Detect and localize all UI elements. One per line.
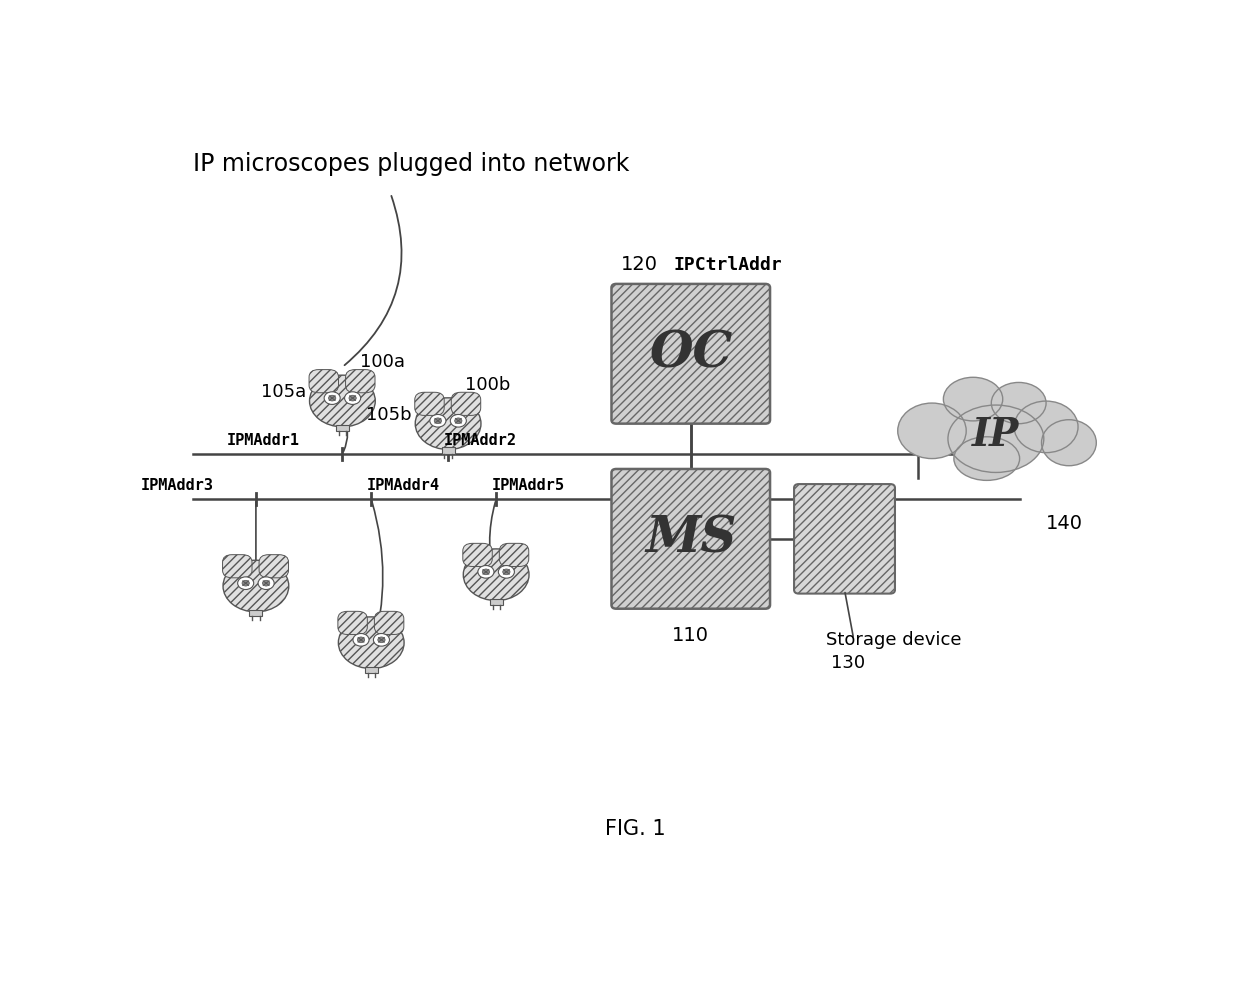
FancyBboxPatch shape (451, 392, 481, 415)
FancyBboxPatch shape (365, 666, 378, 673)
Text: IPMAddr5: IPMAddr5 (491, 478, 564, 493)
FancyBboxPatch shape (611, 284, 770, 424)
Text: IP: IP (972, 416, 1019, 454)
Text: MS: MS (645, 514, 737, 563)
Ellipse shape (991, 383, 1047, 424)
Circle shape (238, 577, 254, 590)
Text: IPCtrlAddr: IPCtrlAddr (675, 256, 782, 274)
Circle shape (353, 634, 370, 646)
Ellipse shape (947, 405, 1044, 473)
Text: IPMAddr1: IPMAddr1 (227, 433, 300, 447)
Circle shape (324, 391, 340, 404)
Circle shape (339, 617, 404, 668)
Text: 105b: 105b (367, 406, 412, 424)
Circle shape (357, 637, 365, 643)
FancyBboxPatch shape (463, 543, 492, 566)
FancyBboxPatch shape (500, 543, 528, 566)
Circle shape (482, 569, 490, 575)
Text: 100b: 100b (465, 376, 511, 393)
FancyBboxPatch shape (374, 611, 404, 635)
Circle shape (455, 418, 463, 424)
Text: 130: 130 (831, 654, 866, 672)
Ellipse shape (898, 403, 966, 458)
Circle shape (263, 581, 270, 586)
Text: IPMAddr3: IPMAddr3 (140, 478, 213, 493)
FancyBboxPatch shape (346, 370, 374, 392)
FancyBboxPatch shape (794, 484, 895, 594)
Text: IP microscopes plugged into network: IP microscopes plugged into network (193, 152, 630, 176)
Circle shape (464, 549, 529, 600)
Text: OC: OC (649, 330, 733, 379)
Text: IPMAddr4: IPMAddr4 (367, 478, 439, 493)
Circle shape (329, 395, 336, 401)
Circle shape (434, 418, 441, 424)
Text: FIG. 1: FIG. 1 (605, 819, 666, 839)
Circle shape (498, 565, 515, 578)
Circle shape (378, 637, 386, 643)
Ellipse shape (1014, 401, 1078, 452)
Text: 105a: 105a (260, 384, 306, 401)
Text: 120: 120 (621, 255, 658, 274)
Circle shape (477, 565, 494, 578)
Ellipse shape (954, 437, 1019, 481)
Ellipse shape (944, 378, 1003, 421)
Circle shape (242, 581, 249, 586)
Circle shape (310, 375, 376, 427)
Circle shape (258, 577, 274, 590)
Text: Storage device: Storage device (826, 632, 962, 649)
FancyBboxPatch shape (259, 554, 289, 578)
FancyBboxPatch shape (222, 554, 252, 578)
FancyBboxPatch shape (309, 370, 339, 392)
Circle shape (345, 391, 361, 404)
Text: 110: 110 (672, 626, 709, 645)
Ellipse shape (1042, 420, 1096, 466)
FancyBboxPatch shape (441, 447, 455, 454)
Text: 100a: 100a (360, 353, 404, 371)
FancyBboxPatch shape (337, 611, 367, 635)
Circle shape (415, 398, 481, 449)
FancyBboxPatch shape (414, 392, 444, 415)
Circle shape (430, 414, 446, 427)
FancyBboxPatch shape (249, 610, 263, 616)
Text: IPMAddr2: IPMAddr2 (444, 433, 516, 447)
Text: 140: 140 (1047, 514, 1083, 533)
Circle shape (223, 560, 289, 612)
Circle shape (348, 395, 356, 401)
Circle shape (373, 634, 389, 646)
FancyBboxPatch shape (490, 598, 502, 605)
Circle shape (450, 414, 466, 427)
Circle shape (502, 569, 510, 575)
FancyBboxPatch shape (336, 425, 348, 431)
FancyBboxPatch shape (611, 469, 770, 608)
